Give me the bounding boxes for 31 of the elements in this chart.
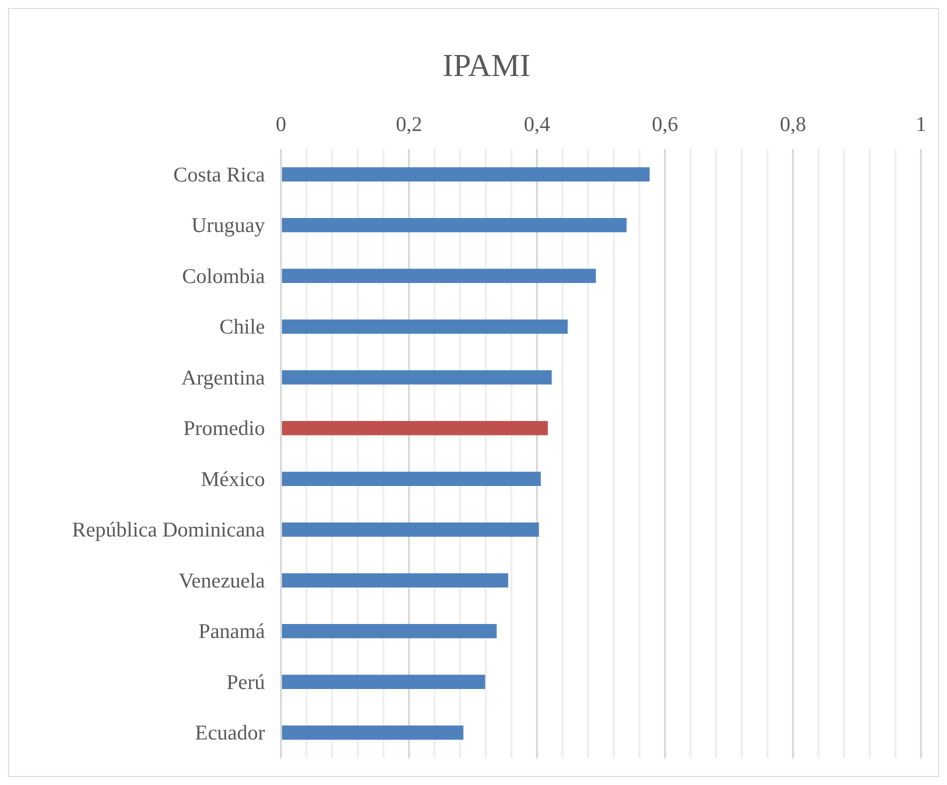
y-tick-label: Costa Rica [173,162,266,186]
x-tick-label: 0,8 [780,112,806,136]
y-tick-label: Venezuela [178,568,266,592]
y-tick-label: Perú [226,670,266,694]
x-tick-label: 1 [916,112,926,136]
bar [281,320,568,334]
bar [281,726,464,740]
y-tick-label: Panamá [198,619,266,644]
bar [281,268,596,283]
bar [281,624,497,638]
x-tick-label: 0,6 [652,112,678,136]
y-tick-label: Promedio [183,416,265,440]
y-tick-label: Uruguay [192,213,266,238]
y-tick-label: Ecuador [195,720,265,745]
bar [281,573,508,588]
bar [281,472,541,486]
y-tick-label: Chile [220,314,265,339]
bar [281,218,627,232]
x-tick-label: 0,2 [396,112,422,136]
y-tick-label: México [200,466,265,491]
x-tick-label: 0,4 [524,112,551,136]
bar [281,167,650,182]
bar [281,421,548,436]
chart-title: IPAMI [442,47,532,84]
bar [281,674,486,689]
y-tick-label: República Dominicana [72,518,266,542]
x-tick-label: 0 [276,112,286,136]
bar [281,370,552,384]
y-tick-label: Colombia [182,264,266,288]
bar [281,522,539,537]
y-tick-label: Argentina [181,365,266,390]
